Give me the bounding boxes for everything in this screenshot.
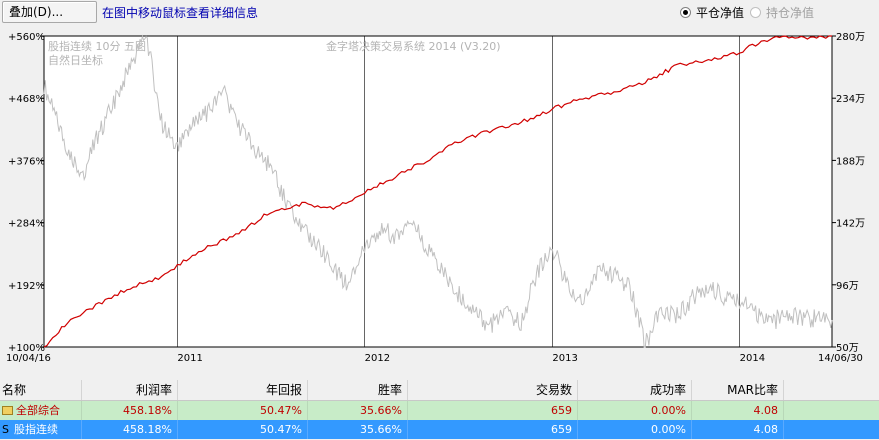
success-rate-cell: 0.00% <box>578 401 692 420</box>
annual-return-cell: 50.47% <box>178 401 308 420</box>
header-win-rate[interactable]: 胜率 <box>308 380 408 400</box>
radio-checked-icon <box>680 7 691 18</box>
right-tick-label: 188万 <box>836 156 865 167</box>
win-rate-cell: 35.66% <box>308 420 408 439</box>
watermark-line-1: 股指连续 10分 五图 <box>48 39 146 53</box>
row-name: 全部综合 <box>16 404 60 417</box>
x-end-label: 14/06/30 <box>818 353 863 364</box>
toolbar: 叠加(D)... 在图中移动鼠标查看详细信息 平仓净值 持仓净值 <box>0 0 879 27</box>
x-tick-label: 2014 <box>740 353 765 364</box>
mar-ratio-cell: 4.08 <box>692 420 784 439</box>
equity-chart[interactable]: 股指连续 10分 五图 自然日坐标 金字塔决策交易系统 2014 (V3.20)… <box>0 27 879 367</box>
right-tick-label: 234万 <box>836 94 865 105</box>
table-row[interactable]: 全部综合 458.18% 50.47% 35.66% 659 0.00% 4.0… <box>0 401 879 420</box>
radio-closed-label: 平仓净值 <box>696 6 745 20</box>
equity-series-line <box>43 35 832 348</box>
x-tick-label: 2011 <box>177 353 202 364</box>
x-axis: 10/04/16 14/06/30 2011 2012 2013 2014 <box>6 353 863 364</box>
success-rate-cell: 0.00% <box>578 420 692 439</box>
hint-text: 在图中移动鼠标查看详细信息 <box>102 6 259 20</box>
folder-icon <box>2 406 13 415</box>
left-tick-label: +468% <box>8 94 45 105</box>
left-tick-label: +560% <box>8 32 45 43</box>
row-name-cell: S 股指连续 <box>0 420 82 439</box>
chart-series <box>43 34 833 348</box>
header-profit-rate[interactable]: 利润率 <box>82 380 178 400</box>
header-mar-ratio[interactable]: MAR比率 <box>692 380 784 400</box>
chart-watermark: 股指连续 10分 五图 自然日坐标 金字塔决策交易系统 2014 (V3.20) <box>48 39 501 67</box>
left-tick-label: +284% <box>8 219 45 230</box>
left-tick-label: +100% <box>8 343 45 354</box>
row-name-cell: 全部综合 <box>0 401 82 420</box>
profit-rate-cell: 458.18% <box>82 420 178 439</box>
chart-title: 金字塔决策交易系统 2014 (V3.20) <box>326 39 501 53</box>
x-gridlines <box>177 36 740 347</box>
trade-count-cell: 659 <box>408 420 578 439</box>
left-axis: +560% +468% +376% +284% +192% +100% <box>8 32 45 354</box>
profit-rate-cell: 458.18% <box>82 401 178 420</box>
radio-unchecked-icon <box>750 7 761 18</box>
mar-ratio-cell: 4.08 <box>692 401 784 420</box>
row-name: 股指连续 <box>14 423 58 436</box>
x-start-label: 10/04/16 <box>6 353 51 364</box>
header-trade-count[interactable]: 交易数 <box>408 380 578 400</box>
radio-open-equity[interactable]: 持仓净值 <box>750 4 814 21</box>
right-tick-label: 280万 <box>836 32 865 43</box>
left-tick-label: +376% <box>8 156 45 167</box>
right-axis: 280万 234万 188万 142万 96万 50万 <box>832 32 865 354</box>
right-tick-label: 50万 <box>836 343 859 354</box>
radio-open-label: 持仓净值 <box>766 6 815 20</box>
header-success-rate[interactable]: 成功率 <box>578 380 692 400</box>
header-annual-return[interactable]: 年回报 <box>178 380 308 400</box>
stats-table: 名称 利润率 年回报 胜率 交易数 成功率 MAR比率 全部综合 458.18%… <box>0 380 879 439</box>
left-tick-label: +192% <box>8 281 45 292</box>
annual-return-cell: 50.47% <box>178 420 308 439</box>
right-tick-label: 96万 <box>836 281 859 292</box>
table-header: 名称 利润率 年回报 胜率 交易数 成功率 MAR比率 <box>0 380 879 401</box>
x-tick-label: 2013 <box>552 353 577 364</box>
radio-closed-equity[interactable]: 平仓净值 <box>680 4 744 21</box>
win-rate-cell: 35.66% <box>308 401 408 420</box>
trade-count-cell: 659 <box>408 401 578 420</box>
price-series-line <box>43 34 833 348</box>
watermark-line-2: 自然日坐标 <box>48 53 103 67</box>
header-name[interactable]: 名称 <box>0 380 82 400</box>
plot-area[interactable] <box>43 35 833 348</box>
series-s-icon: S <box>2 423 9 436</box>
right-tick-label: 142万 <box>836 219 865 230</box>
overlay-button[interactable]: 叠加(D)... <box>2 1 97 23</box>
x-tick-label: 2012 <box>365 353 390 364</box>
table-row[interactable]: S 股指连续 458.18% 50.47% 35.66% 659 0.00% 4.… <box>0 420 879 439</box>
